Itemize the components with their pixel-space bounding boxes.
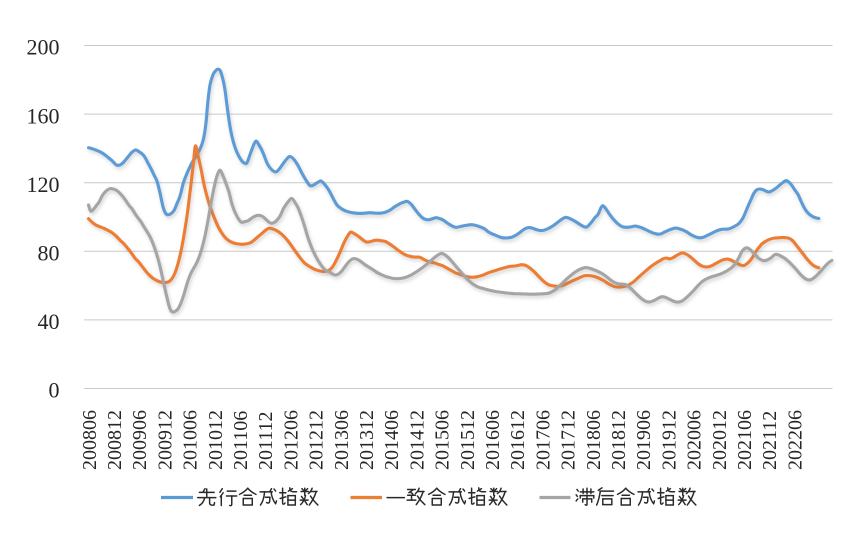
svg-text:201112: 201112 — [255, 411, 277, 470]
svg-text:200812: 200812 — [104, 410, 126, 470]
svg-text:201906: 201906 — [633, 410, 655, 470]
svg-text:120: 120 — [27, 172, 60, 197]
svg-text:201712: 201712 — [558, 410, 580, 470]
svg-text:201912: 201912 — [658, 410, 680, 470]
svg-text:201406: 201406 — [381, 410, 403, 470]
svg-text:202012: 202012 — [709, 410, 731, 470]
svg-text:201006: 201006 — [180, 410, 202, 470]
svg-text:201312: 201312 — [356, 410, 378, 470]
svg-text:201412: 201412 — [406, 410, 428, 470]
svg-text:201812: 201812 — [608, 410, 630, 470]
svg-text:200806: 200806 — [79, 410, 101, 470]
svg-text:0: 0 — [49, 378, 60, 403]
svg-text:80: 80 — [38, 241, 60, 266]
svg-text:201306: 201306 — [331, 410, 353, 470]
svg-text:201606: 201606 — [482, 410, 504, 470]
svg-text:160: 160 — [27, 103, 60, 128]
svg-text:200: 200 — [27, 35, 60, 60]
svg-text:201212: 201212 — [306, 410, 328, 470]
svg-text:201706: 201706 — [532, 410, 554, 470]
svg-text:201012: 201012 — [205, 410, 227, 470]
svg-text:202206: 202206 — [784, 410, 806, 470]
svg-text:201206: 201206 — [280, 410, 302, 470]
svg-text:201806: 201806 — [583, 410, 605, 470]
svg-text:200906: 200906 — [129, 410, 151, 470]
svg-text:201512: 201512 — [457, 410, 479, 470]
svg-text:202106: 202106 — [734, 410, 756, 470]
svg-text:200912: 200912 — [154, 410, 176, 470]
svg-text:201106: 201106 — [230, 411, 252, 470]
svg-text:40: 40 — [38, 309, 60, 334]
svg-text:202006: 202006 — [684, 410, 706, 470]
svg-text:201506: 201506 — [432, 410, 454, 470]
svg-text:201612: 201612 — [507, 410, 529, 470]
svg-text:202112: 202112 — [759, 411, 781, 470]
